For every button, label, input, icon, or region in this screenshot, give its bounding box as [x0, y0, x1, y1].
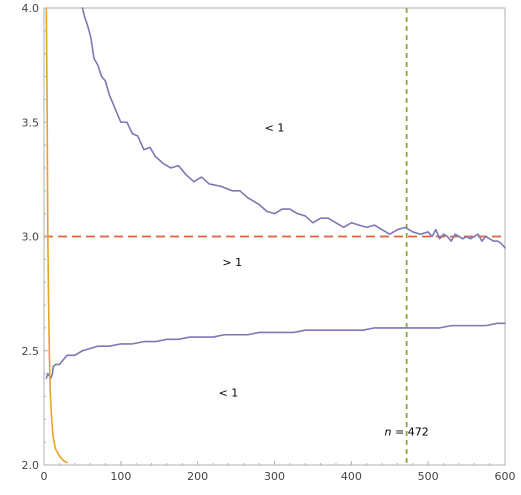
series-group	[45, 7, 506, 464]
x-tick-label: 600	[495, 470, 516, 483]
x-tick-label: 500	[418, 470, 439, 483]
x-tick-label: 100	[110, 470, 131, 483]
x-tick-label: 400	[341, 470, 362, 483]
series-line-lower	[45, 322, 506, 379]
series-line-upper	[81, 7, 506, 249]
x-tick-label: 0	[41, 470, 48, 483]
series-line-orange	[45, 7, 68, 464]
annotation-lower_region: < 1	[219, 386, 239, 399]
ticks-group: 0 100 200 300 400 500 600 2.0 2.5 3.0 3.5 4.0	[22, 2, 516, 483]
annotations-group: < 1 > 1 < 1 n = 472	[219, 121, 429, 438]
reference-lines-group	[44, 8, 505, 465]
y-tick-label: 2.0	[22, 459, 40, 472]
y-tick-label: 3.5	[22, 116, 40, 129]
y-tick-label: 4.0	[22, 2, 40, 15]
y-tick-label: 3.0	[22, 231, 40, 244]
annotation-n-symbol: n	[385, 425, 392, 438]
annotation-middle_region: > 1	[222, 256, 242, 269]
annotation-n-value: = 472	[392, 425, 429, 438]
annotation-upper_region: < 1	[265, 121, 285, 134]
y-tick-label: 2.5	[22, 345, 40, 358]
x-tick-label: 300	[264, 470, 285, 483]
x-tick-label: 200	[187, 470, 208, 483]
annotation-n_label: n = 472	[385, 425, 429, 438]
